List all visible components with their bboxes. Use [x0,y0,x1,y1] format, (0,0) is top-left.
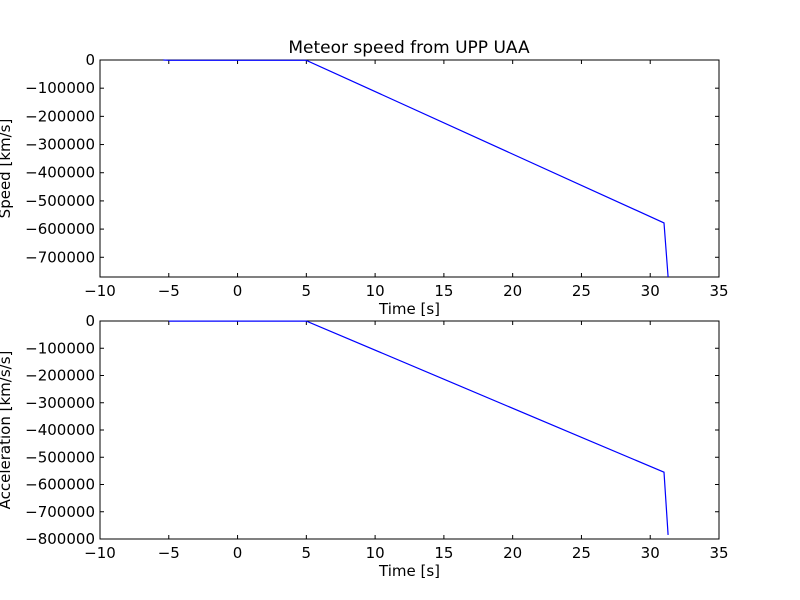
x-tick-label: 10 [366,282,385,300]
y-tick-label: −100000 [25,339,95,357]
x-tick-label: 0 [233,544,243,562]
x-tick-label: −10 [84,282,116,300]
y-tick-label: −500000 [25,448,95,466]
y-tick-label: −300000 [25,394,95,412]
x-tick-label: 20 [503,544,522,562]
x-axis-label: Time [s] [378,300,440,318]
x-tick-label: 5 [302,544,312,562]
y-tick-label: −200000 [25,367,95,385]
y-tick-label: −600000 [25,476,95,494]
y-tick-label: −500000 [25,192,95,210]
x-axis-label: Time [s] [378,562,440,580]
acceleration-subplot: −10 −5 0 5 10 15 20 25 30 35 0 −100000 −200000 −30000… [0,312,729,580]
y-tick-label: −600000 [25,220,95,238]
y-tick-label: 0 [85,312,95,330]
y-tick-label: −700000 [25,503,95,521]
y-tick-label: −400000 [25,421,95,439]
y-tick-label: −700000 [25,248,95,266]
y-tick-label: −100000 [25,79,95,97]
x-tick-label: −5 [158,282,180,300]
y-axis-label: Acceleration [km/s/s] [0,351,14,510]
x-tick-label: 35 [709,282,728,300]
y-tick-label: −800000 [25,530,95,548]
figure-title: Meteor speed from UPP UAA [288,38,530,58]
x-tick-label: 15 [434,282,453,300]
x-tick-label: −10 [84,544,116,562]
y-tick-label: −400000 [25,164,95,182]
y-axis-label: Speed [km/s] [0,119,14,219]
x-tick-label: 25 [572,544,591,562]
x-tick-label: −5 [158,544,180,562]
y-tick-label: −200000 [25,107,95,125]
y-tick-label: 0 [85,51,95,69]
x-tick-label: 10 [366,544,385,562]
x-tick-label: 20 [503,282,522,300]
series-line [163,59,669,278]
x-tick-label: 35 [709,544,728,562]
x-tick-label: 30 [641,282,660,300]
speed-subplot: −10 −5 0 5 10 15 20 25 30 35 0 −100000 −200000 −30000… [0,51,729,318]
y-tick-label: −300000 [25,136,95,154]
x-tick-label: 30 [641,544,660,562]
x-tick-label: 15 [434,544,453,562]
series-line [168,320,669,535]
axes-frame [99,320,720,540]
axes-frame [99,59,720,278]
x-tick-label: 5 [302,282,312,300]
x-tick-label: 0 [233,282,243,300]
x-tick-label: 25 [572,282,591,300]
